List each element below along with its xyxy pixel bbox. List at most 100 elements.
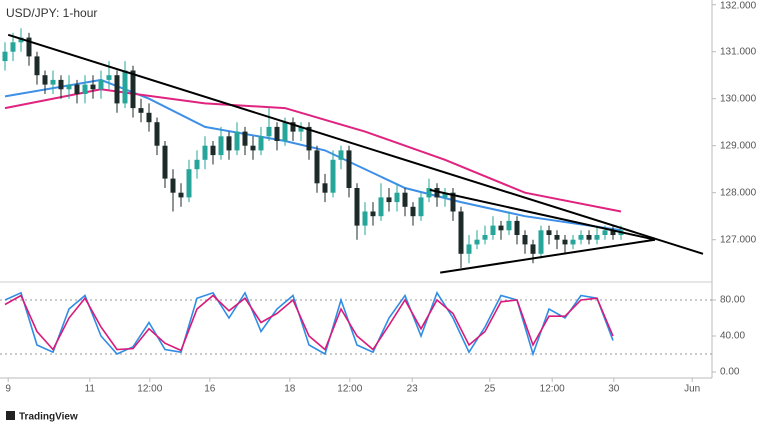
candle-body [594, 235, 600, 240]
y-tick-label: 131.000 [720, 46, 757, 57]
candle-body [242, 131, 248, 146]
candle-body [474, 239, 480, 245]
candle-body [418, 197, 424, 217]
candle-body [322, 183, 328, 193]
candle-body [514, 220, 520, 235]
candle-body [282, 122, 288, 141]
candle-body [346, 150, 352, 188]
candle-body [578, 235, 584, 240]
candle-body [498, 225, 504, 231]
x-tick-label: 18 [284, 384, 296, 395]
x-tick-label: 12:00 [337, 384, 362, 395]
x-tick-label: 25 [484, 384, 496, 395]
candle-body [130, 70, 136, 109]
candle-body [66, 84, 72, 90]
y-tick-label: 130.000 [720, 93, 757, 104]
candle-body [34, 56, 40, 76]
candle-body [122, 70, 128, 104]
candle-body [306, 126, 312, 151]
candle-body [402, 192, 408, 207]
candle-body [82, 84, 88, 94]
candle-body [554, 235, 560, 240]
candle-body [298, 126, 304, 132]
candle-body [250, 145, 256, 151]
candle-body [234, 131, 240, 151]
candle-body [2, 51, 8, 62]
y-tick-label: 129.000 [720, 140, 757, 151]
candle-body [218, 136, 224, 156]
candle-body [154, 122, 160, 146]
candle-body [202, 145, 208, 160]
trendline [7, 33, 704, 255]
candle-body [466, 244, 472, 254]
oscillator-line [4, 291, 614, 357]
trendline [429, 188, 656, 241]
candle-body [266, 126, 272, 137]
candle-body [162, 145, 168, 179]
candle-body [194, 159, 200, 170]
candle-body [522, 235, 528, 245]
candle-body [434, 188, 440, 198]
trendline [440, 238, 656, 274]
candle-body [538, 230, 544, 254]
candle-body [258, 136, 264, 151]
title-box [2, 4, 98, 22]
candle-body [378, 197, 384, 217]
y-tick-label: 0.00 [720, 367, 740, 378]
candle-body [450, 192, 456, 212]
candle-body [186, 169, 192, 198]
candle-body [394, 192, 400, 203]
oscillator-line [4, 294, 614, 352]
x-tick-label: 9 [5, 384, 11, 395]
candle-body [506, 220, 512, 231]
candle-body [546, 230, 552, 235]
candle-body [458, 211, 464, 254]
candle-body [442, 192, 448, 198]
y-tick-label: 80.00 [720, 295, 745, 306]
candle-body [362, 211, 368, 226]
candle-body [602, 230, 608, 235]
x-tick-label: 30 [608, 384, 620, 395]
candle-body [570, 239, 576, 245]
candle-body [610, 230, 616, 235]
candle-body [90, 84, 96, 90]
candle-body [50, 79, 56, 85]
candle-body [18, 37, 24, 43]
candle-body [370, 211, 376, 217]
candle-body [426, 188, 432, 198]
candle-body [330, 159, 336, 193]
y-tick-label: 127.000 [720, 234, 757, 245]
candle-body [106, 75, 112, 80]
plot-layer: 132.000 131.000 130.000 129.000 128.000 127.0… [0, 1, 757, 395]
candle-body [10, 42, 16, 52]
candle-body [210, 145, 216, 156]
candle-body [386, 197, 392, 203]
branding: TradingView [19, 412, 78, 423]
candle-body [586, 235, 592, 240]
candle-body [490, 225, 496, 235]
candle-body [138, 108, 144, 113]
candle-body [338, 150, 344, 160]
logo-icon [6, 411, 15, 420]
candle-body [42, 75, 48, 85]
candle-body [58, 79, 64, 90]
y-tick-label: 132.000 [720, 1, 757, 12]
x-tick-label: 16 [204, 384, 216, 395]
candle-body [562, 239, 568, 245]
candle-body [226, 136, 232, 151]
candle-body [178, 192, 184, 198]
x-tick-label: 23 [407, 384, 419, 395]
y-tick-label: 128.000 [720, 187, 757, 198]
x-tick-label: Jun [684, 384, 700, 395]
x-tick-label: 12:00 [137, 384, 162, 395]
candle-body [114, 75, 120, 104]
candle-body [482, 235, 488, 240]
candle-body [274, 126, 280, 141]
x-tick-label: 12:00 [540, 384, 565, 395]
x-tick-label: 11 [85, 384, 96, 395]
candle-body [530, 244, 536, 254]
candle-body [146, 112, 152, 123]
candle-body [98, 79, 104, 90]
candle-body [290, 122, 296, 132]
